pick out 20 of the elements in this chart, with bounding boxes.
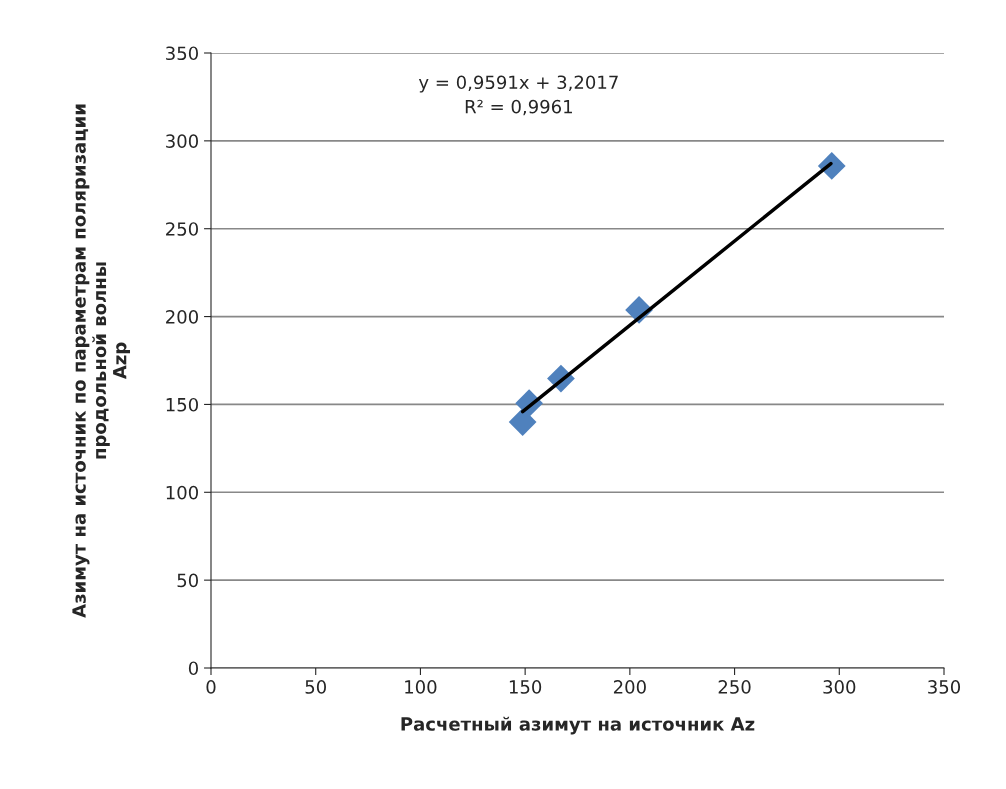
y-tick-label: 300 (166, 134, 198, 148)
x-tick-label: 300 (823, 680, 856, 694)
y-tick-label: 250 (166, 222, 198, 236)
x-tick-label: 250 (718, 680, 751, 694)
x-tick-label: 200 (613, 680, 646, 694)
y-tick-label: 350 (166, 46, 198, 61)
x-axis-title: Расчетный азимут на источник Az (401, 716, 755, 735)
annotation: y = 0,9591x + 3,2017 R² = 0,9961 (418, 75, 618, 116)
x-tick-label: 0 (206, 680, 216, 694)
x-tick-label: 100 (405, 680, 437, 694)
y-tick-label: 0 (188, 661, 198, 676)
y-axis-title: Азимут на источник по параметрам поляризации продольной волны Azp (72, 104, 131, 618)
x-tick-label: 350 (928, 680, 961, 694)
point (508, 408, 537, 436)
x-tick-label: 50 (305, 680, 326, 694)
y-tick-label: 150 (166, 397, 198, 412)
y-tick-label: 200 (166, 310, 198, 324)
y-tick-label: 100 (166, 485, 198, 500)
x-tick-label: 150 (509, 680, 542, 694)
y-tick-label: 50 (177, 573, 198, 588)
